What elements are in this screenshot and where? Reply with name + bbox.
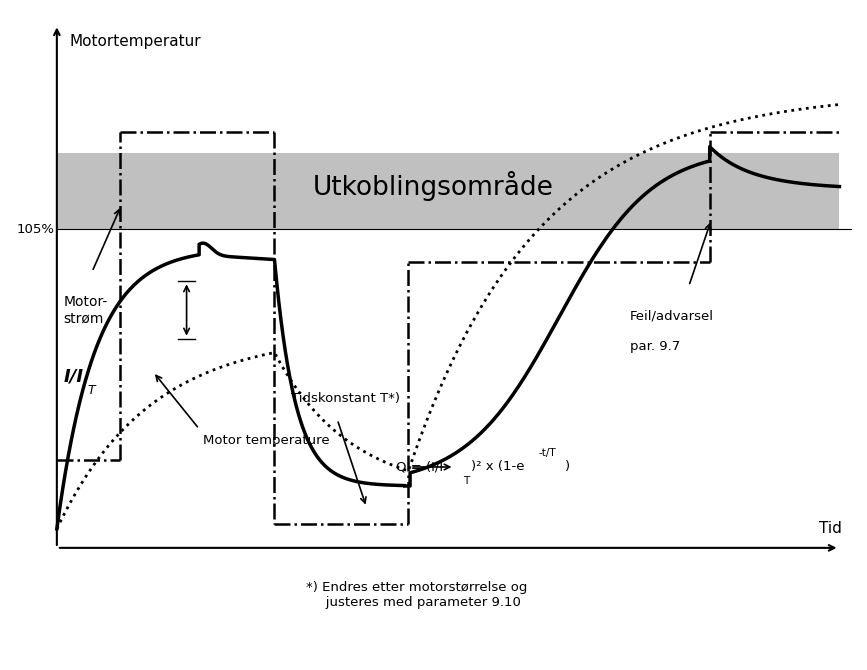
Text: *) Endres etter motorstørrelse og
   justeres med parameter 9.10: *) Endres etter motorstørrelse og juster… (306, 581, 527, 609)
Text: Tidskonstant T*): Tidskonstant T*) (291, 392, 401, 405)
Text: Motor-
strøm: Motor- strøm (63, 295, 108, 325)
Text: -t/T: -t/T (538, 448, 556, 458)
Text: )² x (1-e: )² x (1-e (471, 460, 525, 474)
Text: Q = (I/I: Q = (I/I (396, 460, 443, 474)
Text: Motor temperature: Motor temperature (204, 433, 330, 447)
Text: I/I: I/I (63, 368, 84, 385)
Text: 105%: 105% (16, 222, 55, 236)
Text: ): ) (565, 460, 570, 474)
Text: Motortemperatur: Motortemperatur (69, 34, 201, 49)
Text: Feil/advarsel

par. 9.7: Feil/advarsel par. 9.7 (630, 310, 714, 353)
Text: T: T (88, 385, 95, 397)
Text: T: T (463, 476, 469, 486)
Bar (57, 153, 839, 229)
Text: Tid: Tid (819, 521, 842, 536)
Text: Utkoblingsområde: Utkoblingsområde (313, 172, 554, 201)
